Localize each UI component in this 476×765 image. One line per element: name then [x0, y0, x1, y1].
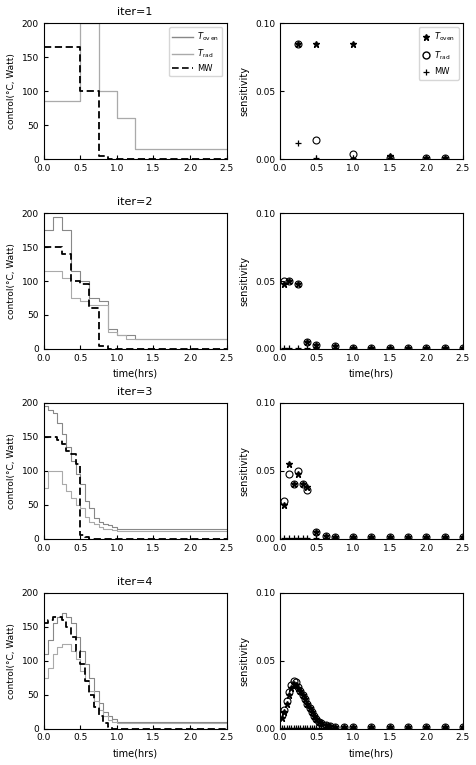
Y-axis label: control(°C, Watt): control(°C, Watt) — [7, 54, 16, 129]
Y-axis label: sensitivity: sensitivity — [239, 446, 249, 496]
Y-axis label: control(°C, Watt): control(°C, Watt) — [7, 433, 16, 509]
Title: iter=4: iter=4 — [117, 577, 153, 587]
Title: iter=3: iter=3 — [117, 386, 152, 397]
X-axis label: time(hrs): time(hrs) — [112, 368, 158, 379]
Legend: $T_{\mathrm{oven}}$, $T_{\mathrm{rad}}$, MW: $T_{\mathrm{oven}}$, $T_{\mathrm{rad}}$,… — [418, 28, 458, 80]
Y-axis label: sensitivity: sensitivity — [239, 66, 249, 116]
Y-axis label: control(°C, Watt): control(°C, Watt) — [7, 623, 16, 698]
Legend: $T_{\mathrm{ov\,en}}$, $T_{\mathrm{rad}}$, MW: $T_{\mathrm{ov\,en}}$, $T_{\mathrm{rad}}… — [169, 28, 222, 76]
X-axis label: time(hrs): time(hrs) — [348, 748, 393, 758]
Y-axis label: sensitivity: sensitivity — [239, 256, 249, 306]
Y-axis label: control(°C, Watt): control(°C, Watt) — [7, 243, 16, 319]
X-axis label: time(hrs): time(hrs) — [348, 368, 393, 379]
X-axis label: time(hrs): time(hrs) — [112, 748, 158, 758]
Y-axis label: sensitivity: sensitivity — [239, 636, 249, 685]
Title: iter=2: iter=2 — [117, 197, 153, 207]
Title: iter=1: iter=1 — [117, 7, 152, 17]
